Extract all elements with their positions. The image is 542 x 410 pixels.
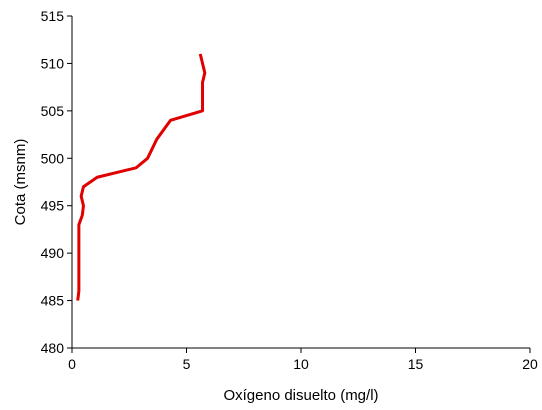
y-tick-label: 490 [41, 245, 65, 261]
y-ticks: 480 485 490 495 500 505 510 515 [41, 8, 72, 356]
plot-area [72, 16, 530, 348]
y-tick-label: 510 [41, 55, 65, 71]
y-tick-label: 505 [41, 103, 65, 119]
y-tick-label: 480 [41, 340, 65, 356]
y-tick-label: 495 [41, 198, 65, 214]
x-tick-label: 15 [408, 356, 424, 372]
x-tick-label: 5 [183, 356, 191, 372]
y-tick-label: 500 [41, 150, 65, 166]
x-tick-label: 10 [293, 356, 309, 372]
x-ticks: 0 5 10 15 20 [68, 348, 538, 372]
x-tick-label: 0 [68, 356, 76, 372]
y-tick-label: 515 [41, 8, 65, 24]
y-tick-label: 485 [41, 293, 65, 309]
series-line [76, 53, 207, 301]
y-axis-title: Cota (msnm) [12, 139, 29, 226]
series-layer [76, 53, 207, 301]
x-tick-label: 20 [522, 356, 538, 372]
x-axis-title: Oxígeno disuelto (mg/l) [223, 387, 378, 404]
